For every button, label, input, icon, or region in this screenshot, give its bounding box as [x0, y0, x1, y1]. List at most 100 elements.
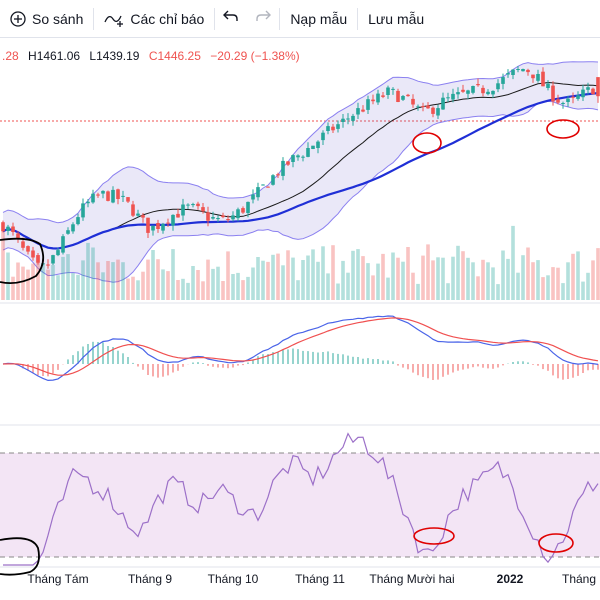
candle-body [206, 212, 210, 221]
volume-bar [406, 247, 410, 300]
candle-body [36, 255, 40, 263]
volume-bar [6, 252, 10, 300]
annotation-circle-red [546, 119, 580, 139]
candle-body [111, 189, 115, 203]
volume-bar [426, 244, 430, 300]
volume-bar [161, 269, 165, 300]
volume-bar [581, 281, 585, 300]
legend-open: .28 [2, 49, 19, 63]
candle-body [81, 203, 85, 218]
time-axis-label: Tháng 9 [128, 572, 172, 586]
volume-bar [496, 284, 500, 300]
candle-body [376, 93, 380, 103]
time-axis-label: Tháng Tám [27, 572, 88, 586]
volume-bar [51, 265, 55, 300]
volume-bar [116, 259, 120, 300]
volume-bar [76, 274, 80, 300]
candle-body [1, 222, 5, 232]
volume-bar [291, 257, 295, 300]
volume-bar [421, 255, 425, 300]
candle-body [441, 97, 445, 110]
volume-bar [181, 278, 185, 300]
candle-body [226, 219, 230, 220]
candle-body [466, 90, 470, 94]
redo-icon [255, 9, 272, 28]
volume-bar [431, 260, 435, 300]
load-template-button[interactable]: Nạp mẫu [280, 0, 357, 38]
volume-bar [206, 259, 210, 300]
volume-bar [26, 269, 30, 300]
compare-button[interactable]: So sánh [0, 0, 93, 38]
volume-bar [546, 275, 550, 300]
candle-body [186, 204, 190, 206]
volume-bar [21, 266, 25, 300]
legend-change: −20.29 (−1.38%) [210, 49, 299, 63]
volume-bar [16, 262, 20, 300]
volume-bar [251, 267, 255, 300]
candle-body [221, 215, 225, 218]
volume-bar [36, 255, 40, 300]
annotation-circle-red [413, 527, 455, 545]
candle-body [31, 250, 35, 258]
volume-bar [81, 260, 85, 300]
indicators-button[interactable]: Các chỉ báo [94, 0, 214, 38]
volume-bar [511, 225, 515, 300]
candle-body [256, 187, 260, 198]
candle-body [171, 214, 175, 226]
rsi-band-fill [0, 453, 600, 557]
candle-body [451, 93, 455, 100]
volume-bar [446, 283, 450, 300]
annotation-circle-black [0, 537, 40, 576]
candle-body [86, 201, 90, 204]
rsi-line [3, 432, 599, 566]
time-axis-label: Tháng Mười hai [369, 572, 454, 586]
candle-body [131, 204, 135, 216]
volume-bar [226, 251, 230, 300]
candle-body [56, 250, 60, 256]
volume-bar [231, 274, 235, 300]
volume-bar [476, 276, 480, 300]
toolbar-divider [214, 7, 216, 30]
volume-bar [561, 283, 565, 300]
volume-bar [306, 255, 310, 300]
save-template-button[interactable]: Lưu mẫu [358, 0, 434, 38]
candle-body [596, 77, 600, 97]
volume-bar [436, 257, 440, 300]
annotation-circle-red [538, 533, 574, 553]
candle-body [126, 197, 130, 202]
candle-body [231, 215, 235, 220]
candle-body [281, 160, 285, 176]
volume-bar [551, 267, 555, 300]
candle-body [216, 218, 220, 220]
volume-bar [246, 276, 250, 300]
volume-bar [41, 264, 45, 300]
volume-bar [236, 272, 240, 300]
candle-body [286, 161, 290, 165]
undo-button[interactable] [215, 0, 247, 38]
candle-body [391, 88, 395, 90]
candle-body [521, 69, 525, 72]
candle-body [491, 90, 495, 95]
volume-bar [411, 272, 415, 300]
candle-body [146, 217, 150, 233]
candlesticks [1, 66, 600, 269]
legend-low: L1439.19 [89, 49, 139, 63]
price-chart[interactable]: .28 H1461.06 L1439.19 C1446.25 −20.29 (−… [0, 38, 600, 600]
volume-bar [486, 262, 490, 300]
volume-bar [356, 249, 360, 300]
volume-bar [536, 260, 540, 300]
volume-bar [146, 259, 150, 300]
legend-high: H1461.06 [28, 49, 80, 63]
candle-body [336, 124, 340, 129]
candle-body [176, 213, 180, 218]
volume-bar [396, 257, 400, 300]
volume-bar [221, 281, 225, 300]
candle-body [71, 224, 75, 232]
candle-body [251, 194, 255, 200]
volume-bar [586, 272, 590, 300]
volume-bar [456, 245, 460, 300]
volume-bar [376, 263, 380, 300]
volume-bar [296, 280, 300, 300]
redo-button[interactable] [247, 0, 279, 38]
bollinger-upper [2, 61, 599, 224]
